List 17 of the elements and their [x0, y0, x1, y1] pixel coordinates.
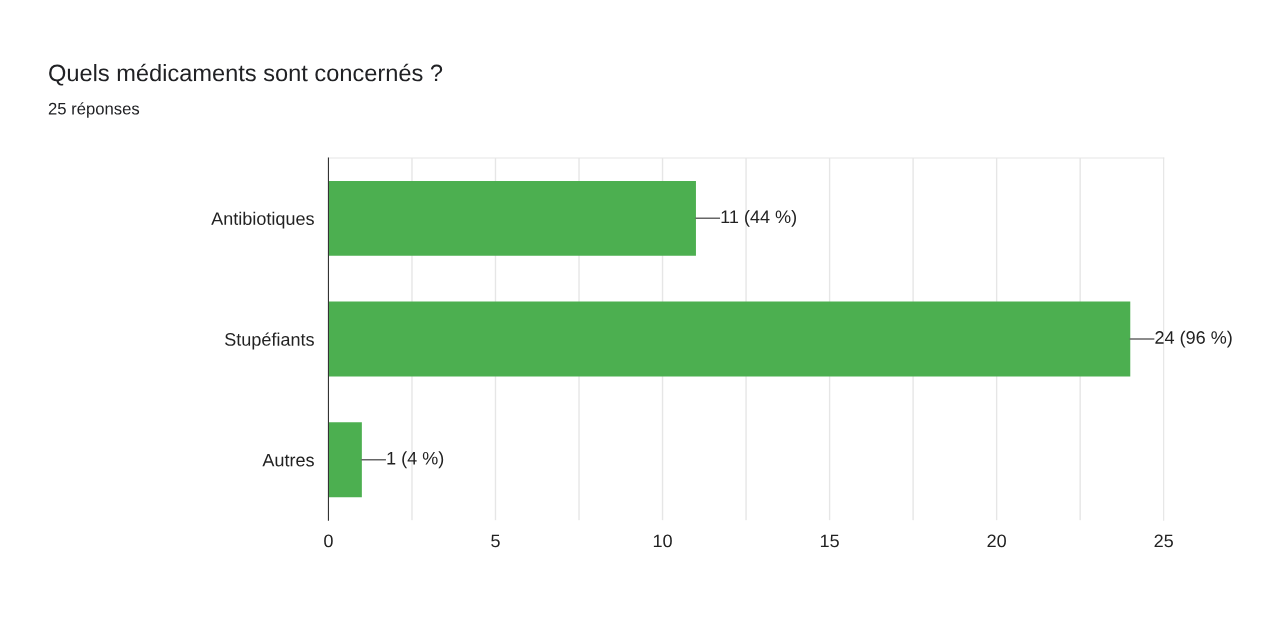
bar [328, 301, 1131, 377]
chart-title: Quels médicaments sont concernés ? [49, 63, 443, 86]
x-tick-label: 15 [820, 534, 839, 548]
data-label: 1 (4 %) [387, 451, 444, 469]
y-tick-label: Antibiotiques [211, 211, 314, 229]
y-tick-label: Autres [262, 453, 314, 467]
data-label: 11 (44 %) [721, 209, 796, 227]
x-tick-label: 5 [491, 534, 500, 548]
bar [328, 422, 362, 498]
bar [328, 180, 696, 256]
text: 25 réponses [48, 102, 140, 118]
x-tick-label: 0 [324, 534, 333, 548]
y-tick-label: Stupéfiants [225, 332, 314, 350]
x-tick-label: 25 [1154, 534, 1173, 548]
data-label: 24 (96 %) [1155, 330, 1232, 348]
x-tick-label: 10 [653, 534, 672, 548]
x-tick-label: 20 [987, 534, 1006, 548]
